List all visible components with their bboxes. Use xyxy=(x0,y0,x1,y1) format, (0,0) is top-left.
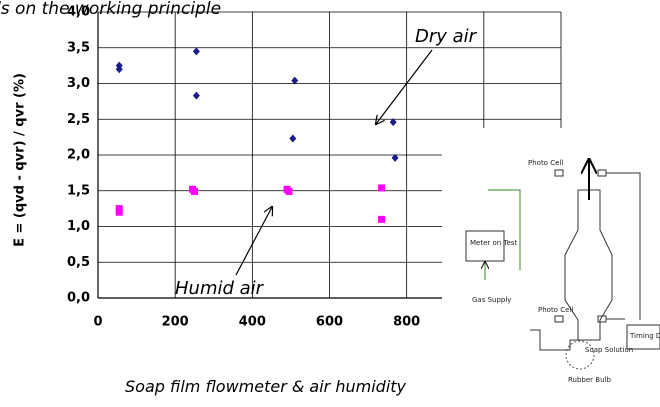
annotation: Humid air xyxy=(175,278,265,299)
point xyxy=(289,134,297,143)
caption: Soap film flowmeter & air humidity xyxy=(125,377,407,396)
diagram-label: Photo Cell xyxy=(538,306,573,314)
annotation: Dry air xyxy=(415,26,478,47)
point xyxy=(115,205,123,213)
y-tick-label: 0,5 xyxy=(67,255,90,270)
diagram: Photo Cell Meter on Test Gas Supply Phot… xyxy=(442,128,660,407)
x-tick-label: 400 xyxy=(239,315,266,330)
chart-title: ds on the working principle xyxy=(0,0,221,19)
arrow xyxy=(376,49,433,124)
diagram-label: Soap Solution xyxy=(585,346,633,354)
y-tick-label: 0,0 xyxy=(67,291,90,306)
y-tick-label: 3,0 xyxy=(67,76,90,91)
point xyxy=(389,118,397,127)
diagram-label: Meter on Test xyxy=(470,239,517,247)
point xyxy=(391,153,399,162)
x-tick-label: 0 xyxy=(93,315,102,330)
point xyxy=(285,187,293,195)
point xyxy=(192,91,200,100)
point xyxy=(115,65,123,74)
arrow xyxy=(235,207,272,276)
point xyxy=(115,208,123,216)
y-axis-label: E = (qvd - qvr) / qvr (%) xyxy=(13,73,28,247)
point xyxy=(192,47,200,56)
y-tick-label: 4,0 xyxy=(67,5,90,20)
point xyxy=(378,215,386,223)
point xyxy=(291,76,299,85)
y-tick-label: 3,5 xyxy=(67,40,90,55)
y-tick-label: 2,0 xyxy=(67,148,90,163)
y-tick-label: 1,5 xyxy=(67,183,90,198)
diagram-label: Timing Device xyxy=(629,332,660,340)
y-tick-label: 1,0 xyxy=(67,219,90,234)
diagram-label: Photo Cell xyxy=(528,159,563,167)
point xyxy=(190,187,198,195)
diagram-label: Rubber Bulb xyxy=(568,376,611,384)
x-tick-label: 200 xyxy=(162,315,189,330)
x-tick-label: 600 xyxy=(316,315,343,330)
diagram-label: Gas Supply xyxy=(472,296,511,304)
point xyxy=(378,184,386,192)
y-tick-label: 2,5 xyxy=(67,112,90,127)
x-tick-label: 800 xyxy=(393,315,420,330)
